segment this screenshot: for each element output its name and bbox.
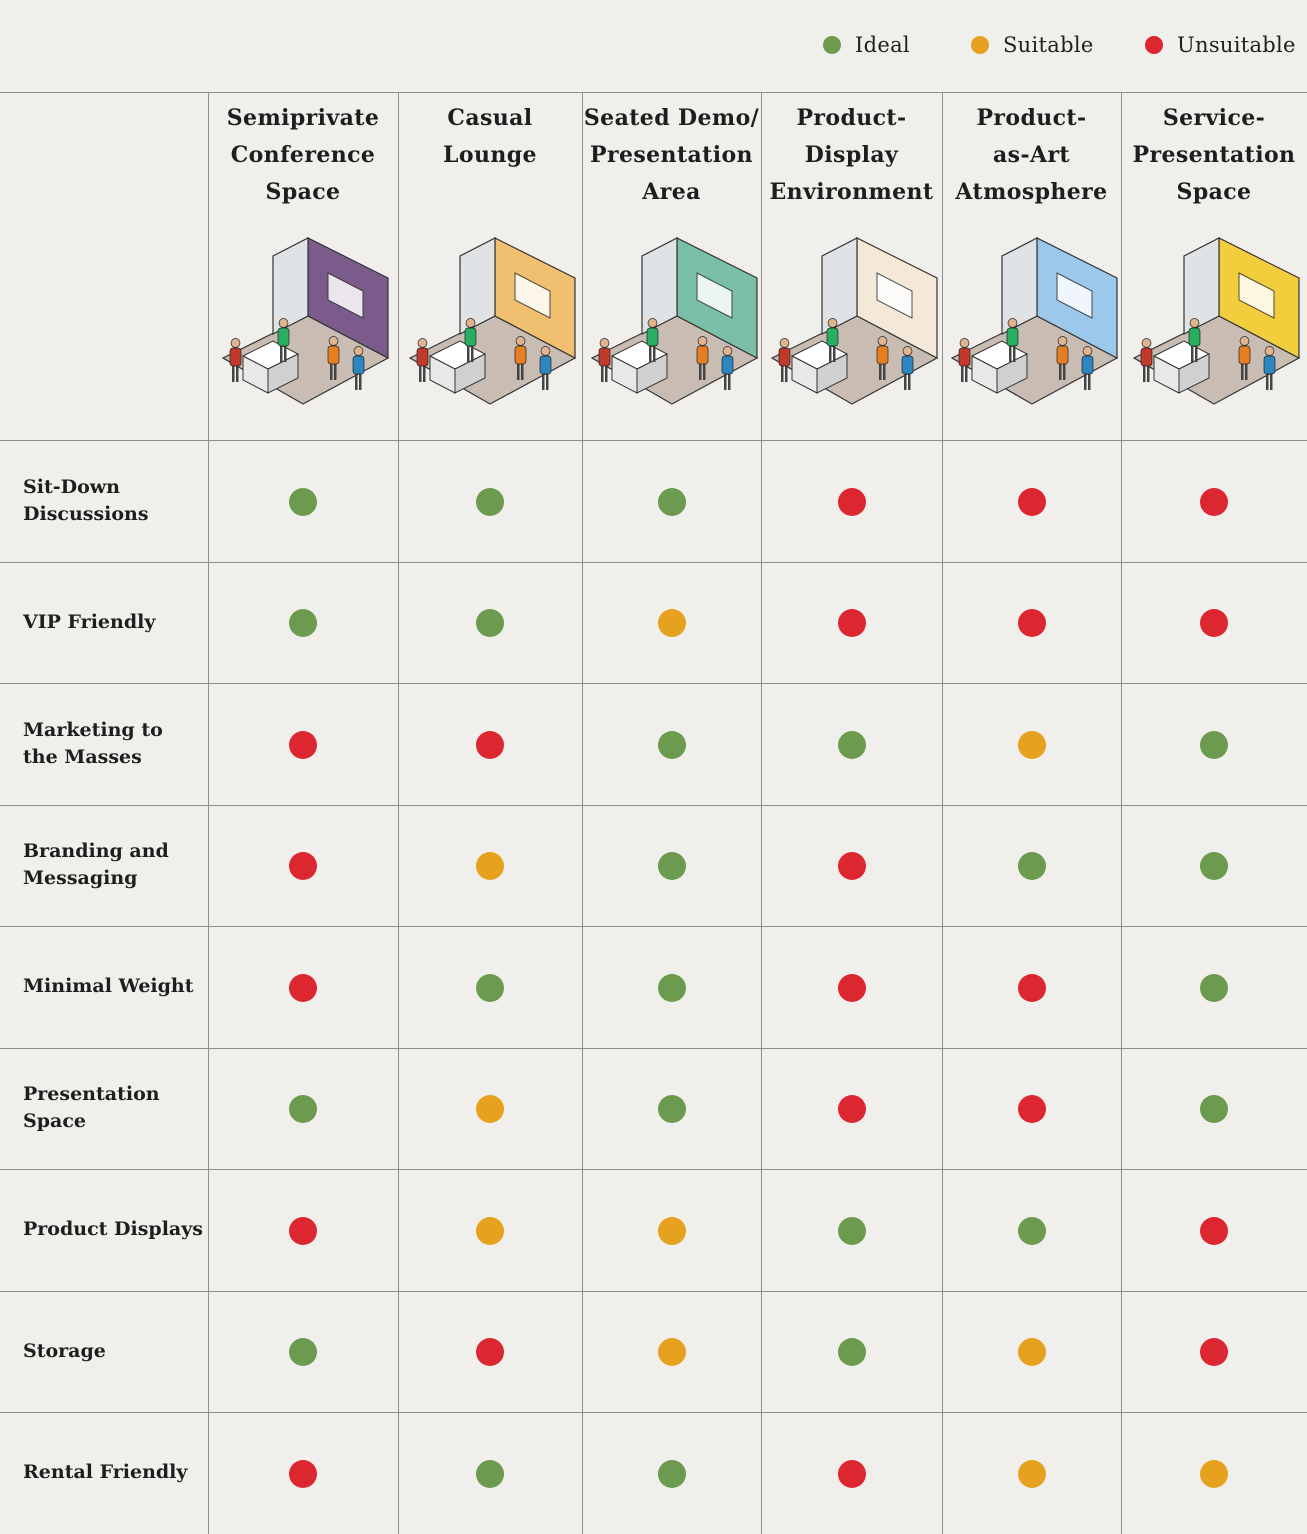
legend-dot-ideal	[823, 36, 841, 54]
rating-dot-ideal	[1017, 1216, 1046, 1245]
rating-dot-ideal	[476, 487, 504, 516]
demo-booth-illustration	[582, 228, 762, 418]
row-label: Minimal Weight	[23, 975, 194, 998]
rating-dot-unsuitable	[289, 1459, 317, 1488]
column-header: Casual Lounge	[443, 105, 537, 168]
column-header: Semiprivate Conference Space	[226, 105, 380, 205]
rating-dot-unsuitable	[1200, 487, 1228, 516]
display-booth-illustration	[762, 228, 942, 418]
rating-dot-ideal	[837, 1338, 866, 1367]
legend-item-unsuitable: Unsuitable	[1145, 30, 1296, 60]
row-label: Rental Friendly	[23, 1461, 188, 1484]
row-label: VIP Friendly	[23, 610, 156, 633]
rating-dot-ideal	[837, 1216, 866, 1245]
legend-label: Suitable	[1003, 33, 1094, 57]
rating-dot-unsuitable	[837, 973, 866, 1002]
row-label: Branding and Messaging	[23, 840, 169, 890]
legend-dot-suitable	[971, 36, 989, 54]
rating-dot-ideal	[1200, 852, 1228, 881]
row-label: Sit-Down Discussions	[23, 475, 149, 525]
rating-dot-unsuitable	[1017, 973, 1046, 1002]
column-header: Seated Demo/ Presentation Area	[583, 105, 760, 205]
legend-dot-unsuitable	[1145, 36, 1163, 54]
art-booth-illustration	[942, 228, 1122, 418]
rating-dot-unsuitable	[1017, 1095, 1046, 1124]
rating-dot-unsuitable	[837, 1095, 866, 1124]
rating-dot-ideal	[476, 609, 504, 638]
grid-line	[0, 92, 1307, 93]
rating-dot-suitable	[657, 1338, 686, 1367]
column-header: Service- Presentation Space	[1132, 105, 1296, 205]
rating-dot-ideal	[1200, 973, 1228, 1002]
rating-dot-unsuitable	[1200, 609, 1228, 638]
rating-dot-ideal	[657, 973, 686, 1002]
rating-dot-suitable	[476, 1216, 504, 1245]
row-label: Product Displays	[23, 1218, 203, 1241]
conference-booth-illustration	[213, 228, 393, 418]
rating-dot-suitable	[1017, 1338, 1046, 1367]
row-label: Presentation Space	[23, 1083, 160, 1133]
rating-dot-unsuitable	[1017, 609, 1046, 638]
rating-dot-unsuitable	[1200, 1338, 1228, 1367]
legend-label: Ideal	[855, 33, 910, 57]
column-header: Product- as-Art Atmosphere	[955, 105, 1108, 205]
rating-dot-suitable	[1017, 1459, 1046, 1488]
rating-dot-unsuitable	[476, 1338, 504, 1367]
rating-dot-unsuitable	[476, 730, 504, 759]
legend: Ideal Suitable Unsuitable	[0, 0, 1307, 92]
rating-dot-unsuitable	[289, 730, 317, 759]
rating-dot-ideal	[837, 730, 866, 759]
rating-dot-ideal	[657, 852, 686, 881]
service-booth-illustration	[1124, 228, 1304, 418]
rating-dot-unsuitable	[837, 487, 866, 516]
legend-item-ideal: Ideal	[823, 30, 910, 60]
rating-dot-suitable	[657, 1216, 686, 1245]
rating-dot-unsuitable	[837, 609, 866, 638]
rating-dot-unsuitable	[289, 852, 317, 881]
rating-dot-ideal	[1017, 852, 1046, 881]
rating-dot-ideal	[289, 487, 317, 516]
rating-dot-ideal	[1200, 1095, 1228, 1124]
rating-dot-ideal	[657, 1459, 686, 1488]
rating-dot-suitable	[657, 609, 686, 638]
rating-dot-ideal	[289, 609, 317, 638]
rating-dot-suitable	[476, 1095, 504, 1124]
rating-dot-ideal	[657, 1095, 686, 1124]
rating-dot-unsuitable	[1017, 487, 1046, 516]
rating-dot-ideal	[657, 730, 686, 759]
rating-dot-unsuitable	[289, 1216, 317, 1245]
rating-dot-ideal	[476, 1459, 504, 1488]
legend-item-suitable: Suitable	[971, 30, 1094, 60]
rating-dot-ideal	[289, 1338, 317, 1367]
lounge-booth-illustration	[400, 228, 580, 418]
rating-dot-suitable	[476, 852, 504, 881]
rating-dot-ideal	[476, 973, 504, 1002]
row-label: Storage	[23, 1339, 106, 1362]
column-header: Product- Display Environment	[769, 105, 934, 205]
rating-dot-ideal	[1200, 730, 1228, 759]
rating-dot-suitable	[1200, 1459, 1228, 1488]
rating-dot-unsuitable	[837, 1459, 866, 1488]
legend-label: Unsuitable	[1177, 33, 1296, 57]
grid-line	[208, 92, 209, 1534]
rating-dot-ideal	[289, 1095, 317, 1124]
rating-dot-unsuitable	[837, 852, 866, 881]
rating-dot-suitable	[1017, 730, 1046, 759]
row-label: Marketing to the Masses	[23, 718, 163, 768]
rating-dot-unsuitable	[1200, 1216, 1228, 1245]
rating-dot-unsuitable	[289, 973, 317, 1002]
rating-dot-ideal	[657, 487, 686, 516]
grid-line	[398, 92, 399, 1534]
